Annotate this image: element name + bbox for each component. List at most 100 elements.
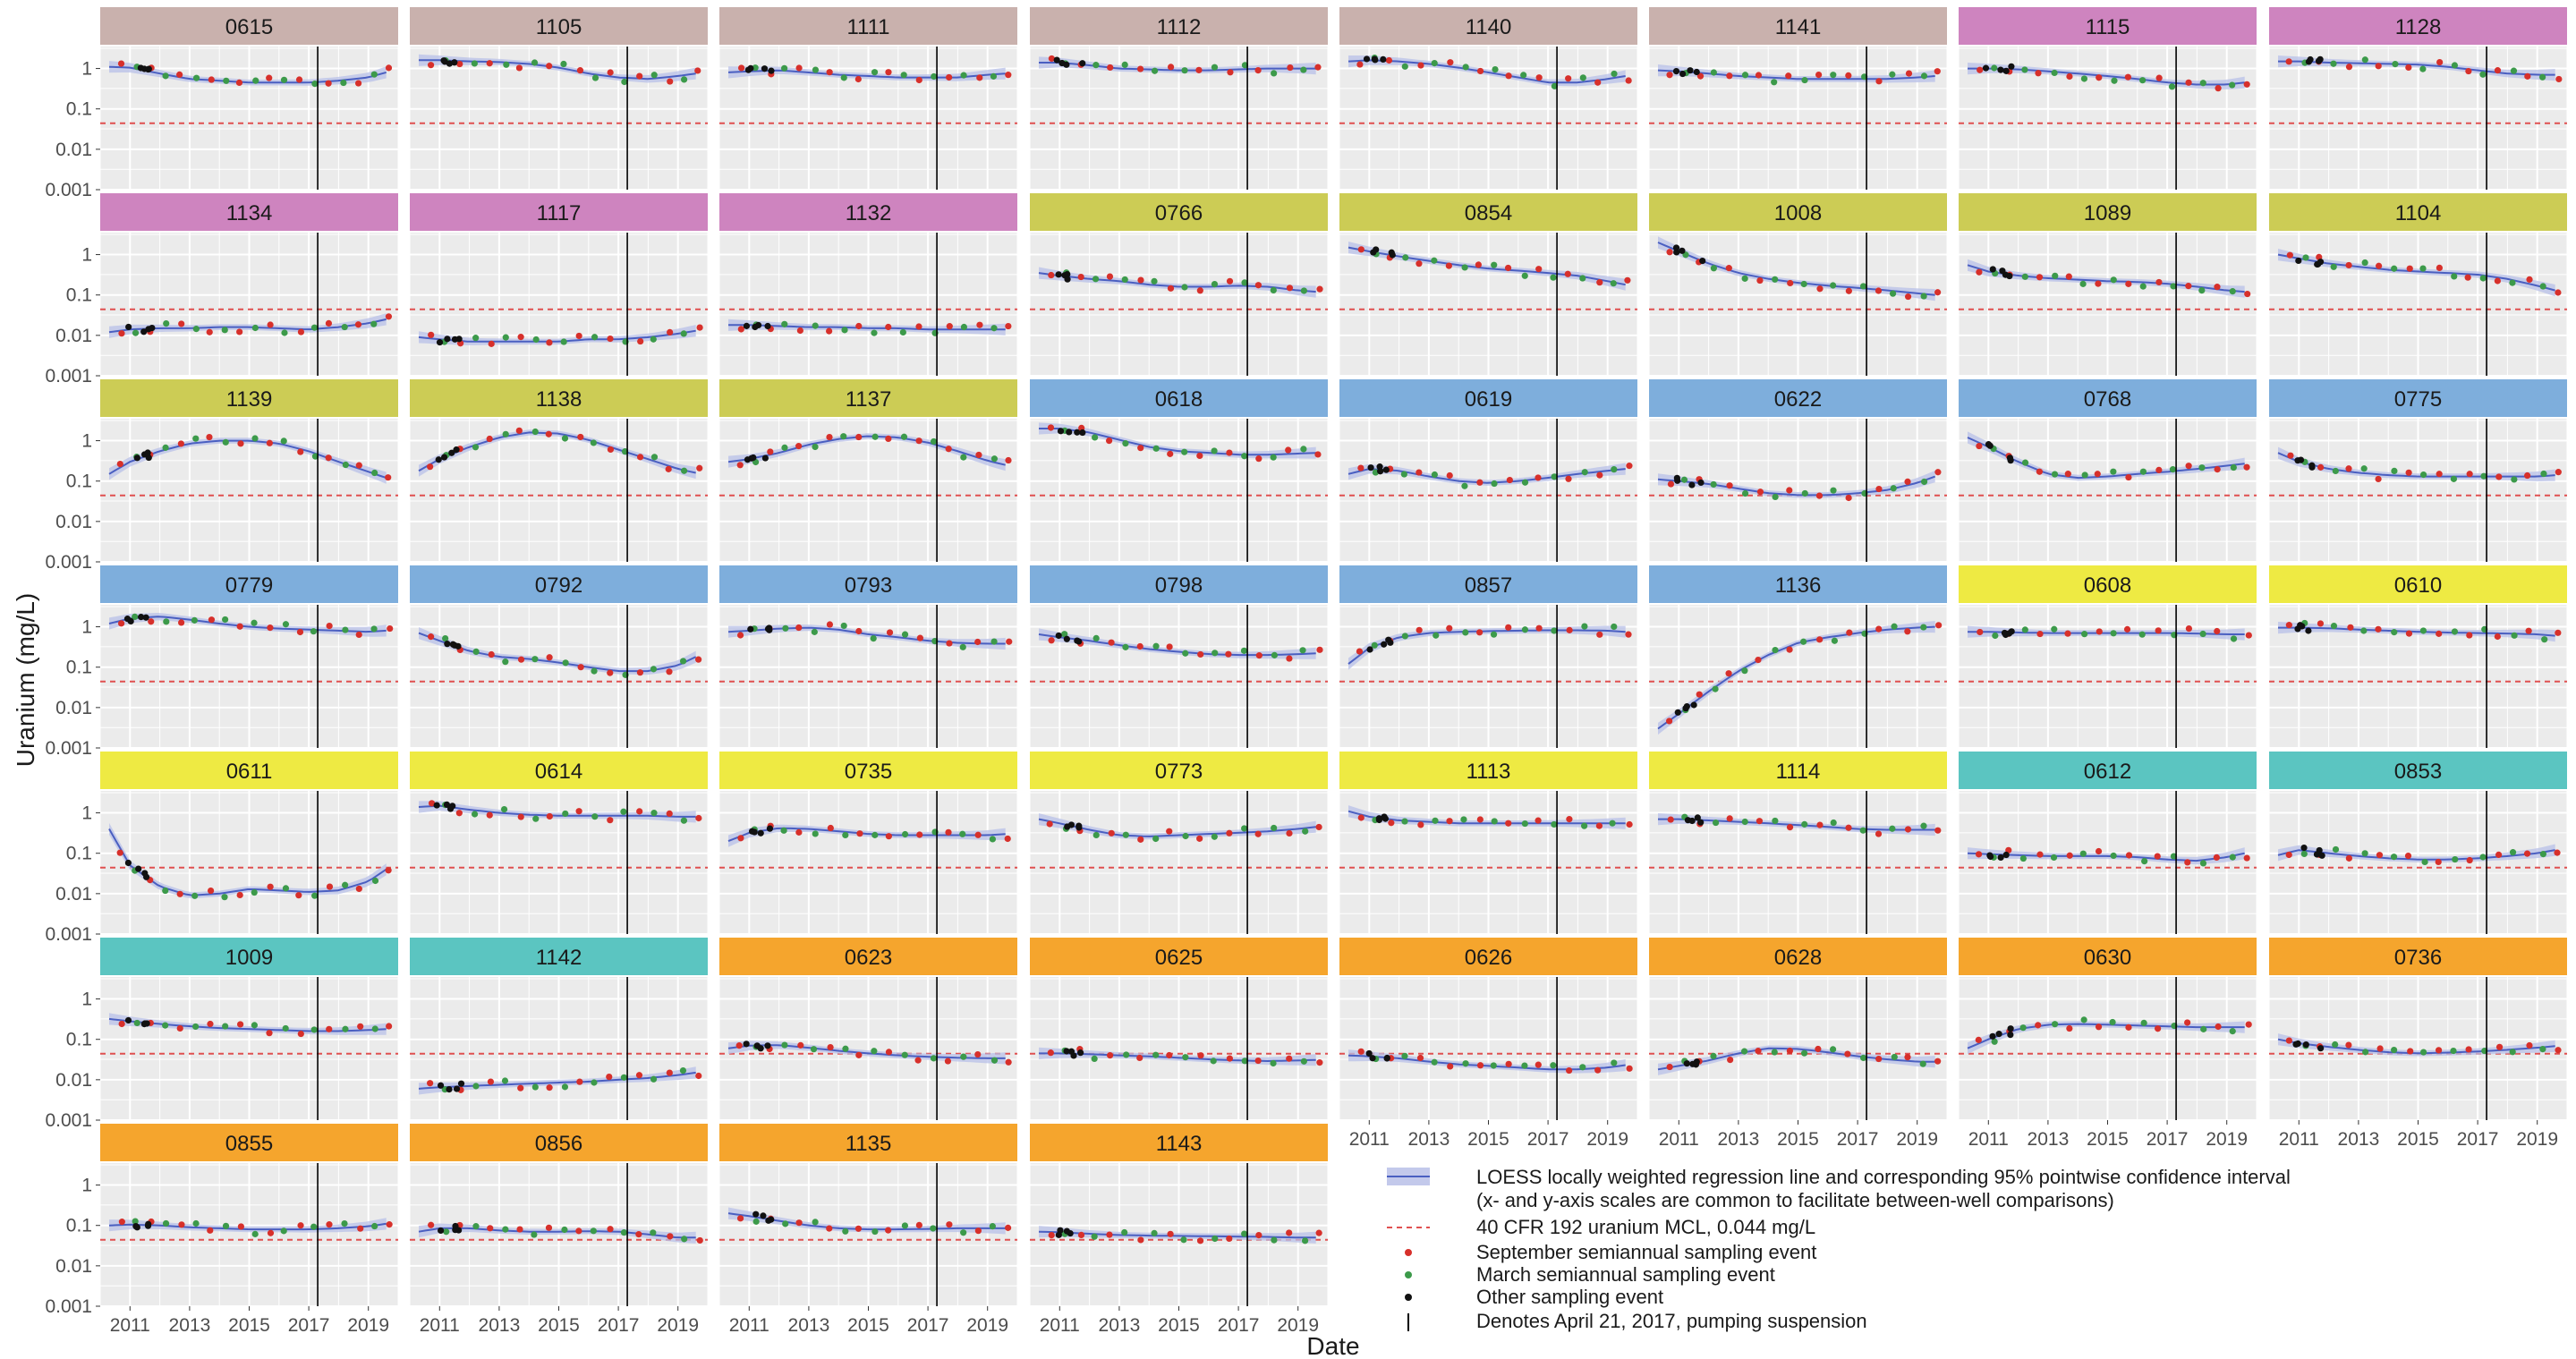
facet-strip <box>719 7 1017 45</box>
facet-panel-0855: 0855 0.001 0.01 0.1 1 2011 2013 2015 2017 2019 <box>45 1124 399 1336</box>
other-point <box>1688 817 1696 825</box>
march-point <box>1830 282 1837 289</box>
other-point <box>1375 815 1382 822</box>
march-point <box>2200 1025 2207 1032</box>
facet-strip-label: 0614 <box>535 760 582 784</box>
september-point <box>2555 289 2562 296</box>
other-point <box>1683 1060 1690 1067</box>
september-point <box>974 1227 982 1235</box>
september-point <box>2065 273 2072 280</box>
x-tick-labels: 2011 2013 2015 2017 2019 <box>1968 1120 2248 1150</box>
september-point <box>735 1042 743 1049</box>
loess-line <box>727 1044 1006 1059</box>
september-point <box>1934 827 1942 834</box>
y-tick-label: 0.1 <box>66 99 92 120</box>
other-point <box>453 446 460 454</box>
y-tick-label: 0.01 <box>55 698 92 718</box>
facet-strip-label: 0793 <box>845 573 892 598</box>
march-point <box>162 1219 170 1227</box>
legend-point-key <box>1405 1294 1412 1301</box>
march-point <box>1581 469 1588 476</box>
september-point <box>885 69 892 76</box>
march-point <box>840 74 847 81</box>
september-point <box>915 1221 922 1229</box>
other-point <box>750 454 757 462</box>
sampling-points <box>1357 463 1633 489</box>
facet-strip <box>719 565 1017 603</box>
september-point <box>1167 1230 1174 1237</box>
other-point <box>1075 824 1083 831</box>
march-point <box>1741 489 1749 497</box>
y-tick-label: 0.001 <box>45 552 92 573</box>
facet-panel-0766: 0766 <box>1029 193 1329 377</box>
september-point <box>576 67 584 74</box>
facet-strip <box>1030 379 1328 417</box>
march-point <box>590 1227 597 1235</box>
september-point <box>1167 450 1174 457</box>
september-point <box>487 1225 494 1232</box>
other-point <box>1382 466 1390 473</box>
september-point <box>236 623 243 630</box>
september-point <box>1476 479 1484 486</box>
x-tick-label: 2013 <box>2338 1129 2380 1150</box>
gridlines <box>99 233 399 377</box>
march-point <box>959 643 966 650</box>
sampling-points <box>1357 1048 1633 1074</box>
sampling-points <box>737 822 1011 843</box>
march-point <box>782 1220 789 1227</box>
september-point <box>797 1041 804 1049</box>
gridlines <box>99 977 399 1121</box>
facet-strip-label: 0618 <box>1155 387 1203 412</box>
other-point <box>457 1080 465 1087</box>
facet-strip <box>1339 193 1637 231</box>
september-point <box>1316 646 1323 653</box>
gridlines <box>99 47 399 191</box>
x-tick-label: 2019 <box>2516 1129 2558 1150</box>
march-point <box>2169 466 2177 473</box>
x-tick-label: 2017 <box>2457 1129 2499 1150</box>
september-point <box>637 337 644 345</box>
march-point <box>370 320 378 327</box>
september-point <box>1254 830 1262 837</box>
sampling-points <box>1048 55 1322 77</box>
september-point <box>355 631 362 639</box>
september-point <box>607 669 614 676</box>
march-point <box>1611 466 1618 473</box>
facet-panel-0792: 0792 <box>409 565 709 749</box>
facet-strip-label: 0766 <box>1155 201 1203 225</box>
september-point <box>1626 463 1633 470</box>
september-point <box>2185 463 2192 470</box>
march-point <box>340 79 347 87</box>
march-point <box>1609 820 1616 827</box>
march-point <box>1521 272 1528 279</box>
march-point <box>959 830 966 837</box>
loess-line <box>1658 818 1935 831</box>
september-point <box>1314 64 1322 71</box>
other-point <box>1387 639 1394 646</box>
september-point <box>2064 471 2071 478</box>
september-point <box>1416 260 1423 268</box>
september-point <box>1315 1229 1322 1236</box>
september-point <box>1226 1235 1233 1243</box>
sampling-points <box>428 800 702 824</box>
march-point <box>1092 434 1099 441</box>
september-point <box>914 1057 922 1064</box>
september-point <box>177 440 184 447</box>
september-point <box>354 321 362 328</box>
september-point <box>1977 66 1984 73</box>
march-point <box>1831 637 1839 644</box>
september-point <box>1167 285 1175 292</box>
other-point <box>1690 701 1697 709</box>
other-point <box>1057 428 1065 435</box>
facet-panel-0768: 0768 <box>1958 379 2257 563</box>
september-point <box>885 833 892 840</box>
march-point <box>561 435 569 442</box>
legend-item-suspension: Denotes April 21, 2017, pumping suspensi… <box>1407 1310 1867 1332</box>
march-point <box>901 631 909 638</box>
september-point <box>2036 468 2043 475</box>
september-point <box>2405 64 2412 72</box>
march-point <box>2300 850 2308 858</box>
september-point <box>2554 849 2561 856</box>
legend-item-other: Other sampling event <box>1405 1286 1663 1308</box>
september-point <box>1845 824 1852 831</box>
